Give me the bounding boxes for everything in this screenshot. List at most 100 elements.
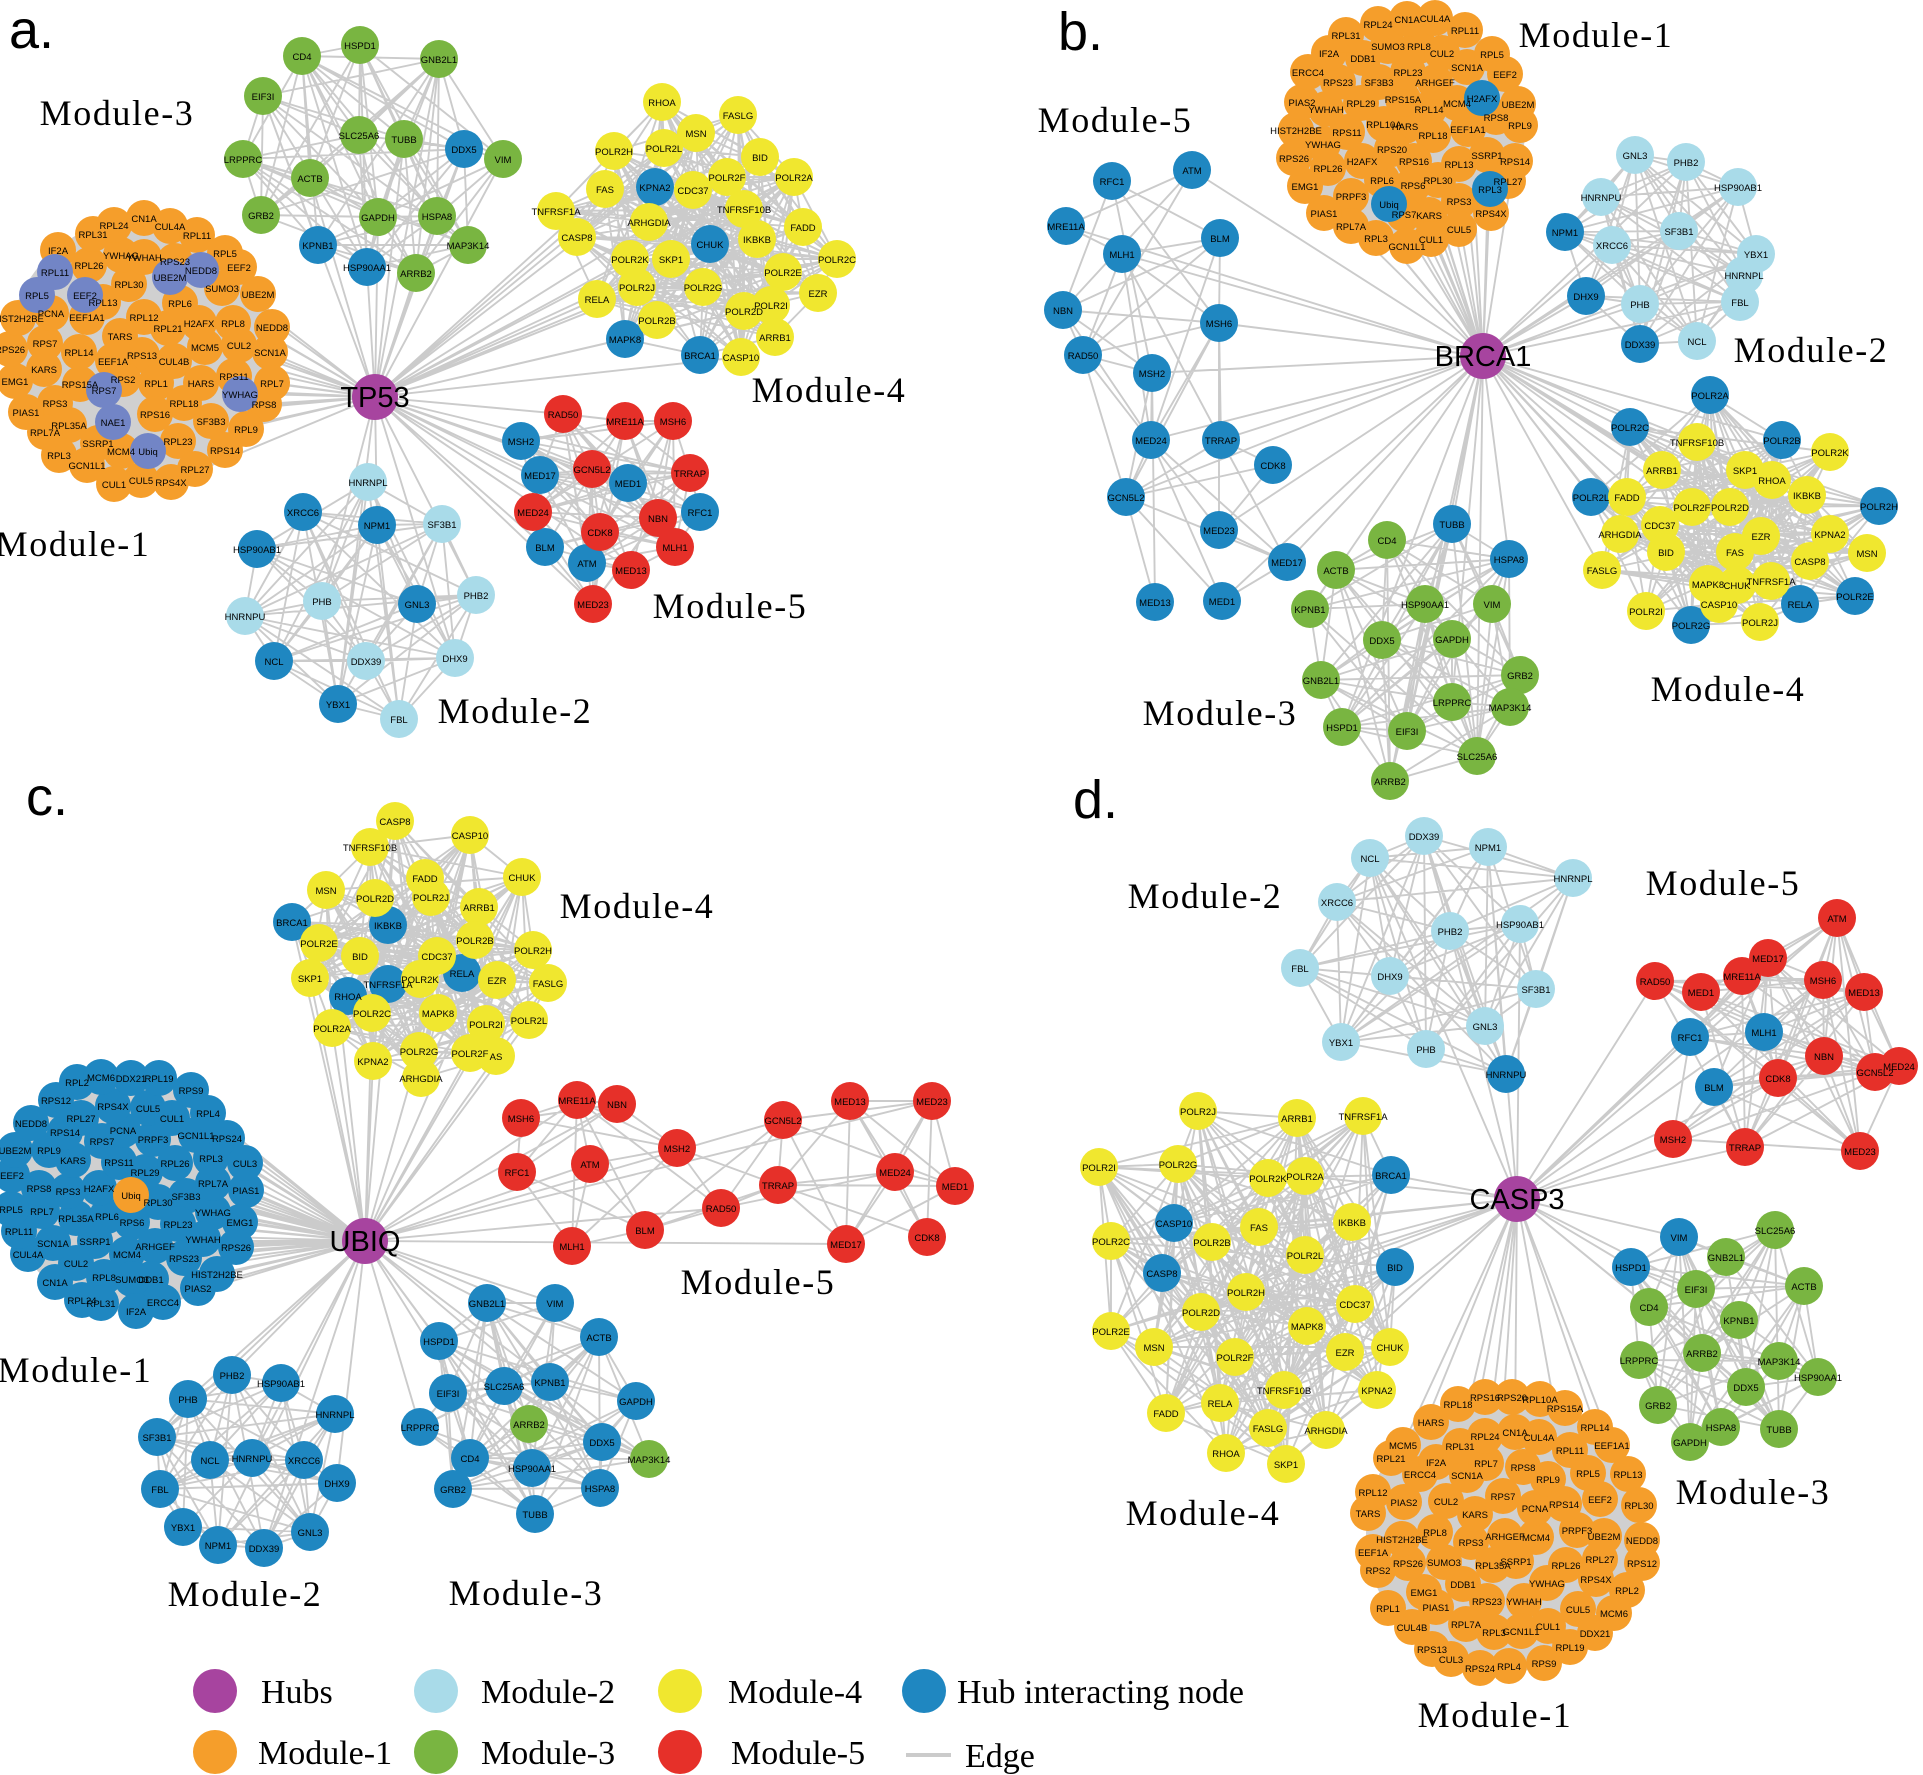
svg-text:POLR2H: POLR2H	[1227, 1288, 1265, 1299]
svg-text:MED24: MED24	[879, 1168, 911, 1179]
svg-text:RPS4X: RPS4X	[1475, 209, 1507, 220]
svg-text:RPS26: RPS26	[1393, 1559, 1423, 1570]
svg-text:MSH2: MSH2	[664, 1144, 690, 1155]
svg-text:RPL31: RPL31	[1331, 31, 1360, 42]
svg-text:PRPF3: PRPF3	[1562, 1526, 1593, 1537]
svg-text:FASLG: FASLG	[1587, 566, 1618, 577]
svg-text:RPL18: RPL18	[1443, 1400, 1472, 1411]
svg-text:PHB2: PHB2	[1438, 927, 1463, 938]
svg-text:CDK8: CDK8	[1765, 1074, 1790, 1085]
svg-text:RPL11: RPL11	[1451, 26, 1479, 37]
svg-text:Module-2: Module-2	[438, 691, 593, 731]
svg-text:MSH6: MSH6	[508, 1114, 534, 1125]
svg-text:UBE2M: UBE2M	[242, 290, 275, 301]
svg-text:GNB2L1: GNB2L1	[469, 1299, 505, 1310]
svg-text:RPS23: RPS23	[1472, 1597, 1502, 1608]
svg-text:SUMO3: SUMO3	[1371, 42, 1405, 53]
svg-text:H2AFX: H2AFX	[1347, 157, 1378, 168]
svg-text:BRCA1: BRCA1	[276, 918, 308, 929]
svg-text:GNL3: GNL3	[405, 600, 430, 611]
svg-text:ERCC4: ERCC4	[1292, 68, 1324, 79]
svg-text:HSPD1: HSPD1	[344, 41, 376, 52]
svg-text:SCN1A: SCN1A	[254, 348, 286, 359]
svg-text:Module-5: Module-5	[1038, 100, 1193, 140]
svg-text:CHUK: CHUK	[697, 240, 725, 251]
svg-text:RPL35A: RPL35A	[51, 421, 87, 432]
svg-text:ATM: ATM	[577, 559, 596, 570]
svg-text:DDB1: DDB1	[1350, 54, 1375, 65]
svg-text:RPL5: RPL5	[213, 249, 237, 260]
svg-text:DDX21: DDX21	[116, 1074, 147, 1085]
svg-text:MLH1: MLH1	[662, 543, 687, 554]
svg-text:MED17: MED17	[1752, 954, 1784, 965]
svg-text:EIF3I: EIF3I	[1396, 727, 1419, 738]
svg-text:PHB: PHB	[1416, 1045, 1436, 1056]
svg-text:YBX1: YBX1	[171, 1523, 195, 1534]
svg-text:RPL14: RPL14	[1414, 105, 1443, 116]
svg-text:SSRP1: SSRP1	[79, 1237, 110, 1248]
svg-text:RPS23: RPS23	[169, 1254, 199, 1265]
svg-text:ARHGDIA: ARHGDIA	[627, 218, 671, 229]
svg-text:POLR2L: POLR2L	[511, 1016, 547, 1027]
svg-text:CUL4A: CUL4A	[13, 1250, 44, 1261]
svg-text:RPL7A: RPL7A	[1336, 222, 1367, 233]
svg-text:RPL2: RPL2	[1615, 1586, 1639, 1597]
svg-text:RPL11: RPL11	[183, 231, 211, 242]
svg-text:HARS: HARS	[188, 379, 214, 390]
svg-text:MCM4: MCM4	[113, 1250, 141, 1261]
svg-text:MSH6: MSH6	[1810, 976, 1836, 987]
svg-text:CN1A: CN1A	[131, 214, 157, 225]
svg-text:RPL3: RPL3	[1482, 1628, 1506, 1639]
svg-text:RPL26: RPL26	[74, 261, 103, 272]
svg-text:RPL7A: RPL7A	[1451, 1620, 1482, 1631]
svg-text:EMG1: EMG1	[1292, 182, 1319, 193]
svg-text:PHB: PHB	[178, 1395, 198, 1406]
svg-text:EIF3I: EIF3I	[1685, 1285, 1708, 1296]
svg-text:GNL3: GNL3	[298, 1528, 323, 1539]
svg-text:SKP1: SKP1	[298, 974, 322, 985]
svg-text:RPL8: RPL8	[1423, 1528, 1447, 1539]
svg-text:TARS: TARS	[1356, 1509, 1381, 1520]
svg-text:IKBKB: IKBKB	[1793, 491, 1821, 502]
svg-text:HARS: HARS	[1392, 122, 1418, 133]
svg-text:CUL5: CUL5	[1447, 225, 1471, 236]
svg-text:PIAS2: PIAS2	[185, 1284, 212, 1295]
svg-text:MED1: MED1	[615, 479, 641, 490]
svg-text:NAE1: NAE1	[101, 418, 126, 429]
svg-text:KARS: KARS	[1416, 211, 1442, 222]
svg-text:GCN5L2: GCN5L2	[1857, 1068, 1894, 1079]
svg-text:EZR: EZR	[809, 289, 828, 300]
svg-text:MCM5: MCM5	[191, 343, 219, 354]
svg-text:KPNA2: KPNA2	[639, 183, 670, 194]
svg-text:EEF2: EEF2	[1588, 1495, 1612, 1506]
svg-text:CD4: CD4	[292, 52, 311, 63]
svg-text:GAPDH: GAPDH	[1435, 635, 1469, 646]
svg-text:Module-4: Module-4	[1126, 1493, 1281, 1533]
svg-text:RPL21: RPL21	[153, 324, 182, 335]
svg-text:RPL13: RPL13	[88, 298, 117, 309]
svg-text:GCN5L2: GCN5L2	[765, 1116, 802, 1127]
svg-text:RHOA: RHOA	[648, 98, 676, 109]
svg-text:HNRNPU: HNRNPU	[1486, 1070, 1527, 1081]
svg-text:SLC25A6: SLC25A6	[1457, 752, 1498, 763]
svg-text:ACTB: ACTB	[1323, 566, 1348, 577]
svg-text:Module-3: Module-3	[481, 1735, 615, 1772]
svg-text:FASLG: FASLG	[723, 111, 754, 122]
svg-text:RPL29: RPL29	[1346, 99, 1375, 110]
svg-text:RPL27: RPL27	[1493, 177, 1522, 188]
svg-text:RPL18: RPL18	[1418, 131, 1447, 142]
svg-text:RPL31: RPL31	[86, 1299, 115, 1310]
svg-text:MED17: MED17	[1271, 558, 1303, 569]
svg-text:PIAS1: PIAS1	[13, 408, 40, 419]
svg-text:BLM: BLM	[1210, 234, 1230, 245]
svg-text:POLR2D: POLR2D	[1182, 1308, 1220, 1319]
svg-text:POLR2L: POLR2L	[1287, 1251, 1323, 1262]
svg-text:CUL4A: CUL4A	[1420, 14, 1451, 25]
svg-text:NEDD8: NEDD8	[1626, 1536, 1658, 1547]
svg-text:SF3B1: SF3B1	[1521, 985, 1550, 996]
svg-text:HSP90AB1: HSP90AB1	[257, 1379, 305, 1390]
svg-text:TNFRSF10B: TNFRSF10B	[717, 205, 771, 216]
svg-text:SUMO3: SUMO3	[115, 1275, 149, 1286]
svg-text:HSP90AA1: HSP90AA1	[508, 1464, 556, 1475]
svg-text:RPS8: RPS8	[1511, 1463, 1536, 1474]
